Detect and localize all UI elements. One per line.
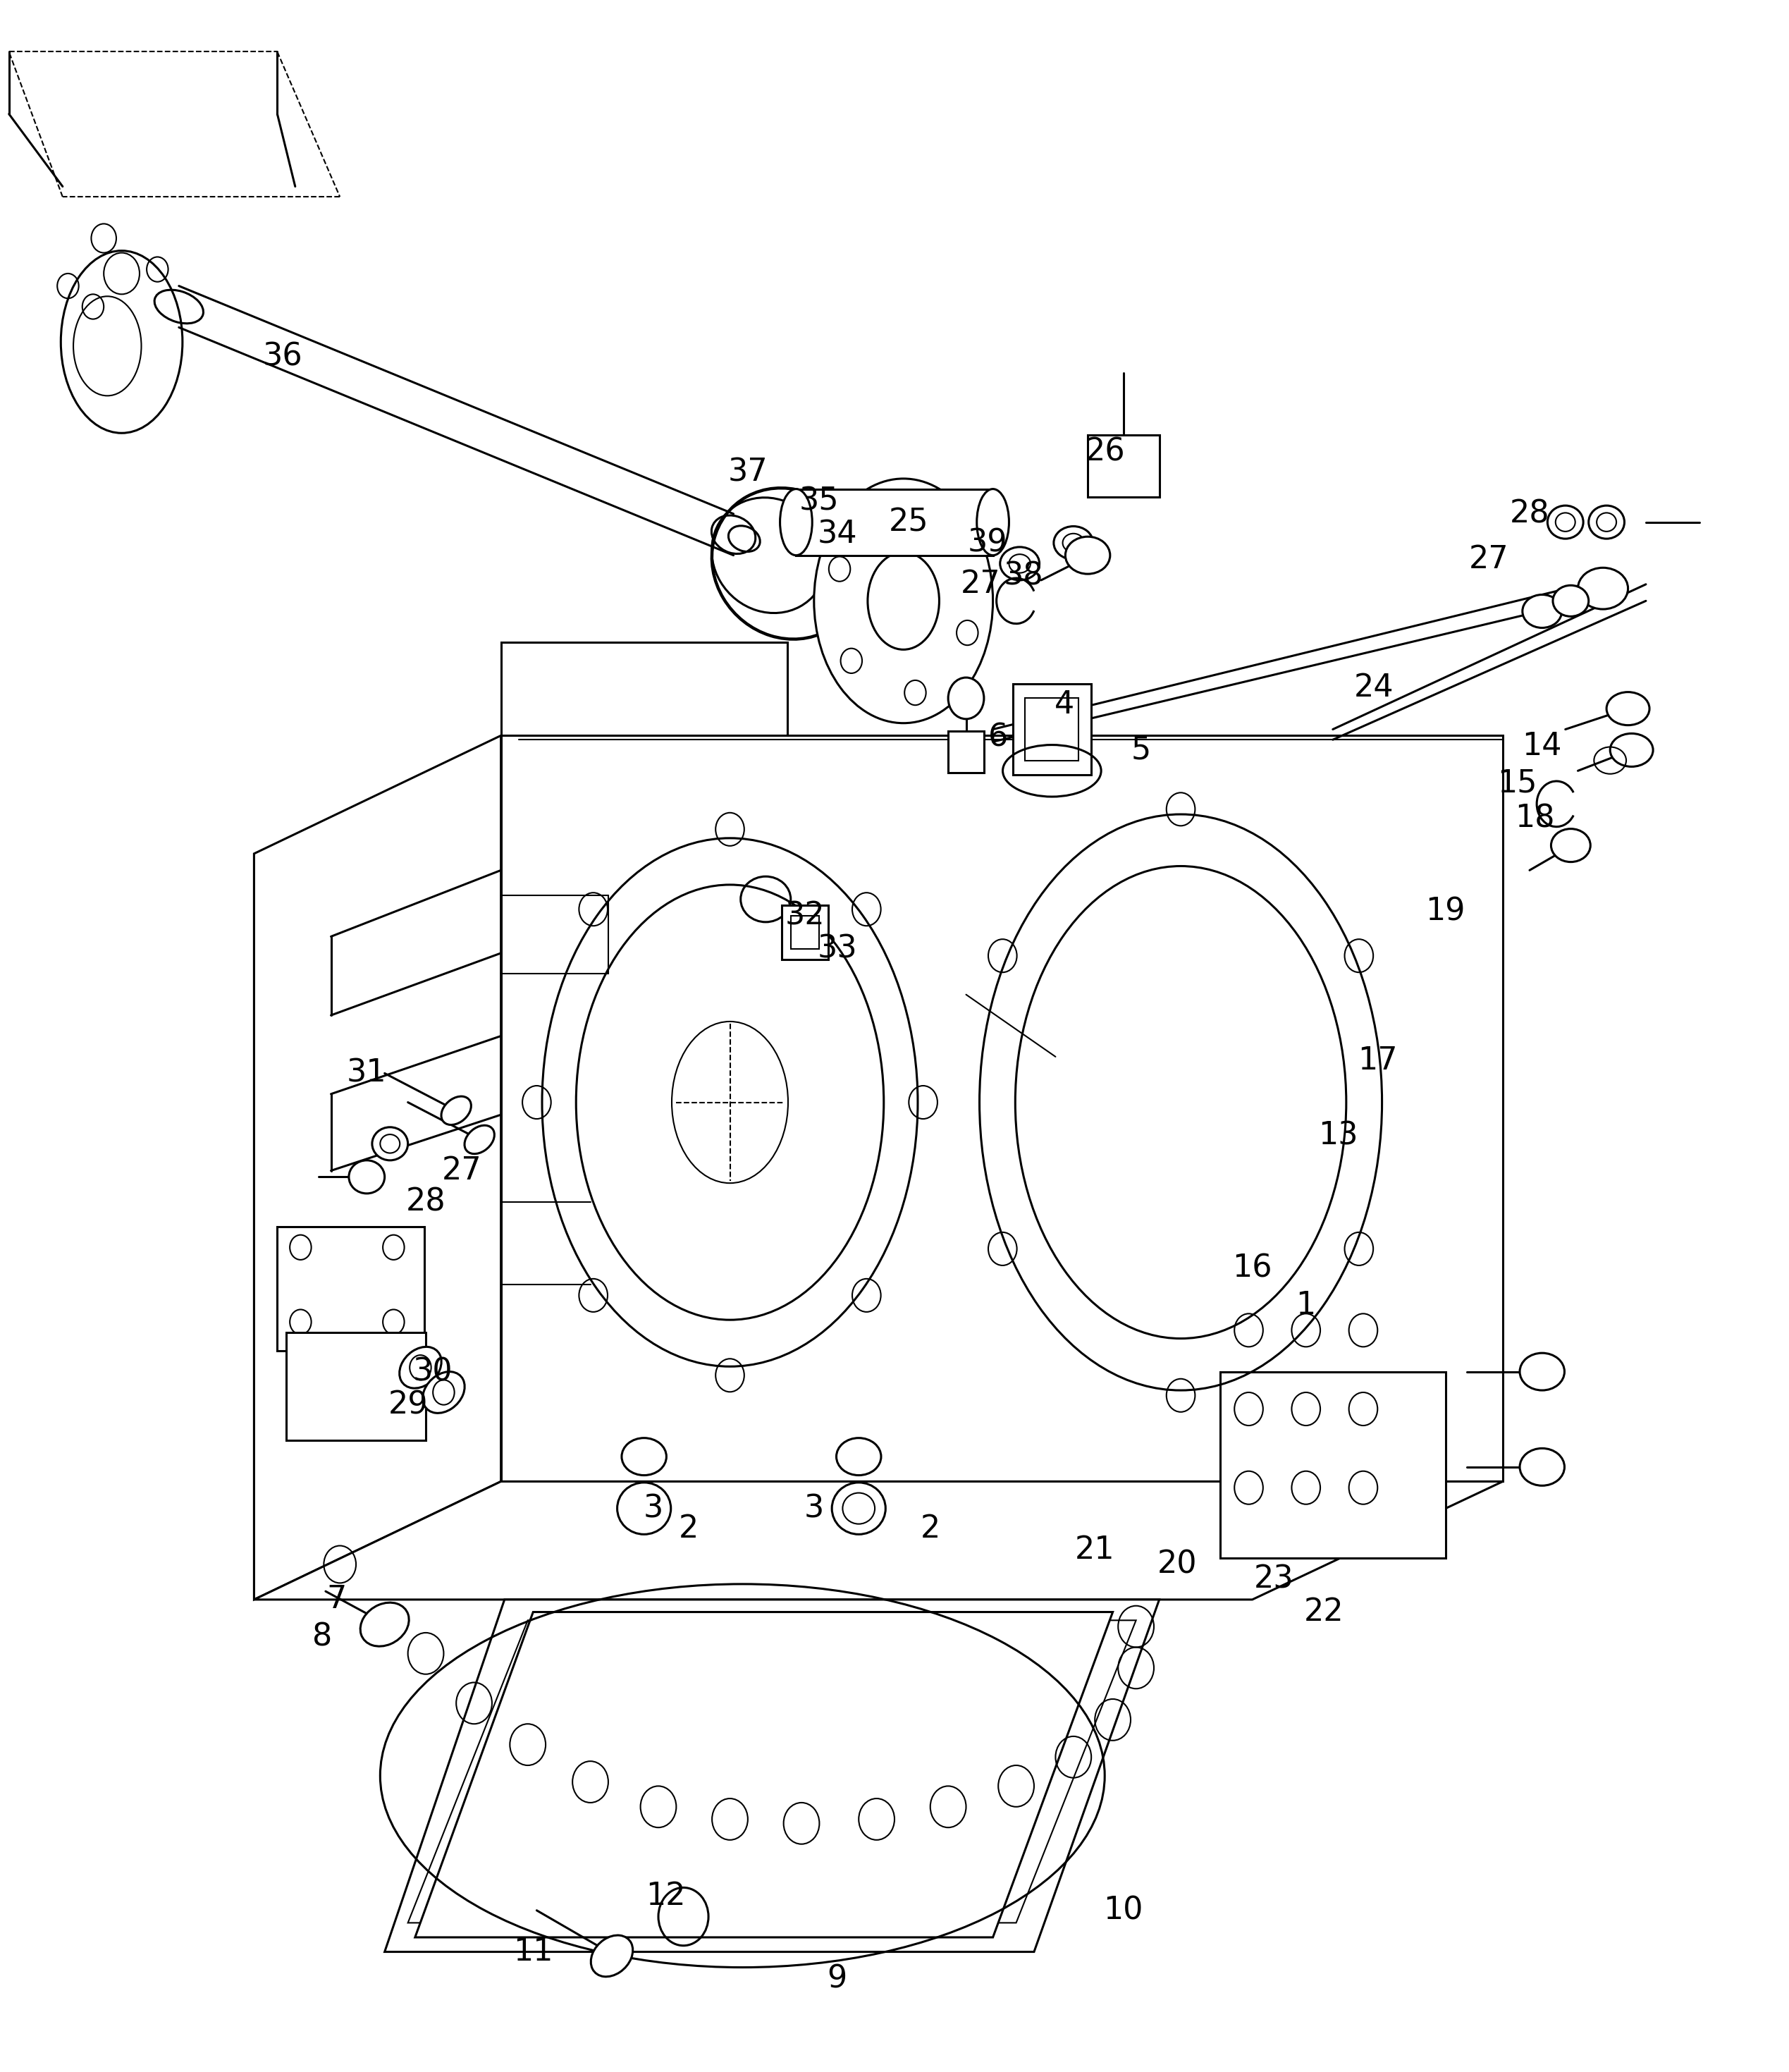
Ellipse shape [1054,526,1093,559]
Ellipse shape [780,489,812,555]
Ellipse shape [1009,553,1030,572]
Text: 8: 8 [311,1622,333,1651]
Text: 33: 33 [818,934,857,963]
Text: 9: 9 [827,1964,848,1993]
Polygon shape [501,736,1503,1481]
Polygon shape [1220,1372,1446,1558]
Ellipse shape [1063,535,1084,553]
Text: 32: 32 [785,901,825,930]
Text: 7: 7 [326,1585,347,1614]
Text: 11: 11 [513,1937,553,1966]
Bar [791,916,819,949]
Ellipse shape [442,1096,471,1125]
Text: 20: 20 [1157,1550,1197,1579]
Ellipse shape [832,1484,886,1533]
Text: 2: 2 [920,1515,941,1544]
Text: 4: 4 [1054,690,1075,719]
Text: 1: 1 [1295,1291,1317,1320]
Ellipse shape [623,1438,666,1475]
Text: 10: 10 [1104,1896,1143,1925]
Bar [796,489,993,555]
Ellipse shape [977,489,1009,555]
Ellipse shape [1551,829,1590,862]
Text: 28: 28 [1510,499,1549,528]
Polygon shape [501,642,787,736]
Ellipse shape [465,1125,494,1154]
Text: 27: 27 [961,570,1000,599]
Text: 38: 38 [1004,562,1043,591]
Text: 22: 22 [1304,1598,1344,1627]
Ellipse shape [1522,595,1562,628]
Bar [1013,684,1091,775]
Text: 29: 29 [388,1390,428,1419]
Ellipse shape [1607,692,1649,725]
Polygon shape [254,736,501,1600]
Text: 5: 5 [1131,736,1152,765]
Text: 19: 19 [1426,897,1465,926]
Text: 17: 17 [1358,1046,1397,1075]
Ellipse shape [1578,568,1628,609]
Text: 2: 2 [678,1515,699,1544]
Text: 25: 25 [889,508,928,537]
Ellipse shape [360,1602,410,1647]
Text: 31: 31 [347,1059,386,1088]
Bar [782,905,828,959]
Ellipse shape [1064,537,1109,574]
Text: 14: 14 [1522,731,1562,760]
Ellipse shape [1553,584,1589,617]
Polygon shape [1088,435,1159,497]
Text: 16: 16 [1233,1254,1272,1283]
Text: 3: 3 [803,1494,825,1523]
Text: 36: 36 [263,342,302,371]
Ellipse shape [590,1935,633,1977]
Ellipse shape [349,1160,385,1193]
Text: 30: 30 [413,1357,453,1386]
Text: 3: 3 [642,1494,664,1523]
Ellipse shape [814,479,993,723]
Text: 6: 6 [988,723,1009,752]
Circle shape [948,678,984,719]
Bar [277,1227,424,1351]
Text: 13: 13 [1318,1121,1358,1150]
Text: 27: 27 [1469,545,1508,574]
Text: 21: 21 [1075,1535,1115,1564]
Text: 28: 28 [406,1187,445,1216]
Text: 18: 18 [1515,804,1555,833]
Text: 26: 26 [1086,437,1125,466]
Ellipse shape [1519,1448,1564,1486]
Text: 23: 23 [1254,1564,1293,1593]
Text: 39: 39 [968,528,1007,557]
Polygon shape [385,1600,1159,1952]
Text: 24: 24 [1354,673,1394,702]
Ellipse shape [1589,506,1624,539]
Ellipse shape [399,1347,442,1388]
Ellipse shape [835,1438,880,1475]
Ellipse shape [422,1372,465,1413]
Polygon shape [415,1612,1113,1937]
Ellipse shape [617,1484,671,1533]
Text: 34: 34 [818,520,857,549]
Polygon shape [254,1481,1503,1600]
Text: 27: 27 [442,1156,481,1185]
Ellipse shape [1519,1353,1564,1390]
Ellipse shape [1000,547,1039,580]
Text: 35: 35 [800,487,839,516]
Text: 12: 12 [646,1881,685,1910]
Ellipse shape [1547,506,1583,539]
Ellipse shape [712,516,755,553]
Text: 15: 15 [1497,769,1537,798]
Ellipse shape [1610,733,1653,767]
Text: 37: 37 [728,458,767,487]
Bar [1025,698,1079,760]
Ellipse shape [372,1127,408,1160]
Bar [948,731,984,773]
Bar [286,1332,426,1440]
